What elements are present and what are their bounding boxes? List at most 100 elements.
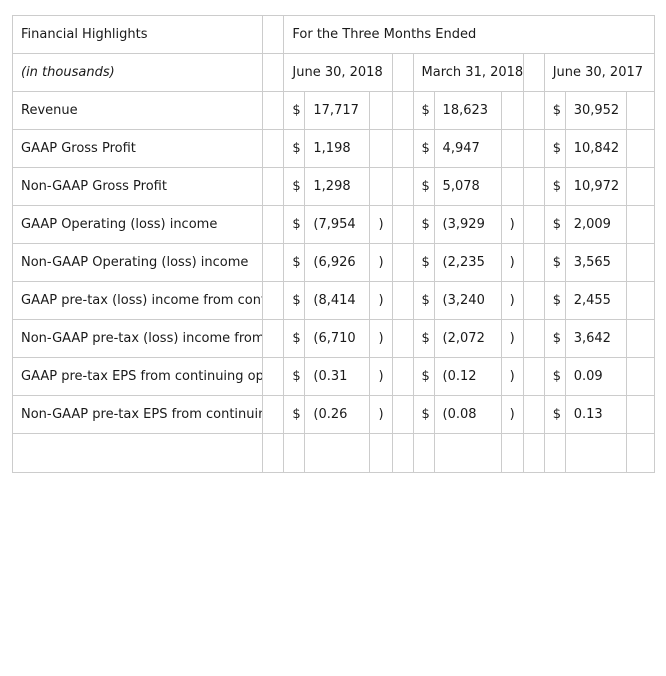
paren-cell — [625, 395, 656, 434]
paren-cell — [625, 281, 656, 320]
value-cell: (6,710 — [304, 319, 371, 358]
dollar-sign: $ — [412, 319, 435, 358]
spacer-cell — [522, 53, 545, 92]
dollar-sign: $ — [283, 319, 306, 358]
value-cell: (8,414 — [304, 281, 371, 320]
empty-cell — [11, 433, 264, 473]
table-row: Revenue $ 17,717 $ 18,623 $ 30,952 — [11, 91, 656, 130]
table-row: Non-GAAP pre-tax EPS from continuing ope… — [11, 395, 656, 434]
dollar-sign: $ — [283, 395, 306, 434]
value-cell: 3,642 — [564, 319, 627, 358]
paren-cell — [625, 243, 656, 282]
spacer-cell — [522, 281, 545, 320]
dollar-sign: $ — [543, 357, 566, 396]
empty-cell — [625, 433, 656, 473]
row-label: Non-GAAP Operating (loss) income — [11, 243, 264, 282]
page-body: Financial Highlights For the Three Month… — [11, 15, 656, 473]
value-cell: (0.12 — [433, 357, 502, 396]
dollar-sign: $ — [543, 91, 566, 130]
paren-cell — [625, 357, 656, 396]
spacer-cell — [522, 395, 545, 434]
spacer-cell — [391, 395, 414, 434]
dollar-sign: $ — [283, 129, 306, 168]
spacer-cell — [522, 319, 545, 358]
period-header-1: June 30, 2018 — [283, 53, 393, 92]
empty-cell — [262, 433, 285, 473]
spacer-cell — [262, 205, 285, 244]
dollar-sign: $ — [412, 357, 435, 396]
paren-cell: ) — [369, 319, 393, 358]
table-row: Non-GAAP Gross Profit $ 1,298 $ 5,078 $ … — [11, 167, 656, 206]
dollar-sign: $ — [412, 167, 435, 206]
dollar-sign: $ — [543, 243, 566, 282]
dollar-sign: $ — [543, 395, 566, 434]
table-row: GAAP Gross Profit $ 1,198 $ 4,947 $ 10,8… — [11, 129, 656, 168]
dollar-sign: $ — [283, 357, 306, 396]
paren-cell: ) — [500, 281, 524, 320]
dollar-sign: $ — [543, 167, 566, 206]
spacer-cell — [391, 281, 414, 320]
spacer-cell — [391, 91, 414, 130]
dollar-sign: $ — [412, 205, 435, 244]
dollar-sign: $ — [412, 129, 435, 168]
table-row: GAAP Operating (loss) income $ (7,954 ) … — [11, 205, 656, 244]
paren-cell: ) — [369, 243, 393, 282]
empty-cell — [391, 433, 414, 473]
span-header: For the Three Months Ended — [283, 15, 655, 54]
spacer-cell — [391, 243, 414, 282]
spacer-cell — [522, 91, 545, 130]
value-cell: (0.08 — [433, 395, 502, 434]
value-cell: 4,947 — [433, 129, 502, 168]
paren-cell — [500, 167, 524, 206]
spacer-cell — [262, 167, 285, 206]
dollar-sign: $ — [543, 205, 566, 244]
row-label: GAAP Operating (loss) income — [11, 205, 264, 244]
paren-cell: ) — [500, 205, 524, 244]
row-label: Non-GAAP Gross Profit — [11, 167, 264, 206]
spacer-cell — [522, 129, 545, 168]
spacer-cell — [262, 281, 285, 320]
spacer-cell — [522, 243, 545, 282]
paren-cell: ) — [369, 281, 393, 320]
spacer-cell — [391, 357, 414, 396]
units-label: (in thousands) — [11, 53, 264, 92]
value-cell: 2,455 — [564, 281, 627, 320]
row-label: GAAP Gross Profit — [11, 129, 264, 168]
value-cell: 10,972 — [564, 167, 627, 206]
spacer-cell — [262, 91, 285, 130]
spacer-cell — [391, 205, 414, 244]
empty-cell — [304, 433, 371, 473]
spacer-cell — [262, 395, 285, 434]
table-row: GAAP pre-tax (loss) income from continui… — [11, 281, 656, 320]
value-cell: (3,240 — [433, 281, 502, 320]
paren-cell: ) — [369, 357, 393, 396]
dollar-sign: $ — [412, 91, 435, 130]
dollar-sign: $ — [543, 281, 566, 320]
value-cell: 18,623 — [433, 91, 502, 130]
dollar-sign: $ — [283, 243, 306, 282]
dollar-sign: $ — [543, 319, 566, 358]
empty-row — [11, 433, 656, 473]
dollar-sign: $ — [283, 91, 306, 130]
empty-cell — [283, 433, 306, 473]
empty-cell — [522, 433, 545, 473]
spacer-cell — [522, 205, 545, 244]
empty-cell — [543, 433, 566, 473]
row-label: Non-GAAP pre-tax (loss) income from cont… — [11, 319, 264, 358]
paren-cell: ) — [500, 395, 524, 434]
value-cell: 5,078 — [433, 167, 502, 206]
value-cell: (0.31 — [304, 357, 371, 396]
value-cell: 30,952 — [564, 91, 627, 130]
spacer-cell — [522, 167, 545, 206]
value-cell: 17,717 — [304, 91, 371, 130]
table-title: Financial Highlights — [11, 15, 264, 54]
paren-cell — [369, 91, 393, 130]
value-cell: (2,235 — [433, 243, 502, 282]
value-cell: 0.13 — [564, 395, 627, 434]
paren-cell — [500, 129, 524, 168]
period-header-3: June 30, 2017 — [543, 53, 656, 92]
table-row: Non-GAAP Operating (loss) income $ (6,92… — [11, 243, 656, 282]
spacer-cell — [391, 129, 414, 168]
paren-cell — [369, 129, 393, 168]
spacer-cell — [262, 319, 285, 358]
